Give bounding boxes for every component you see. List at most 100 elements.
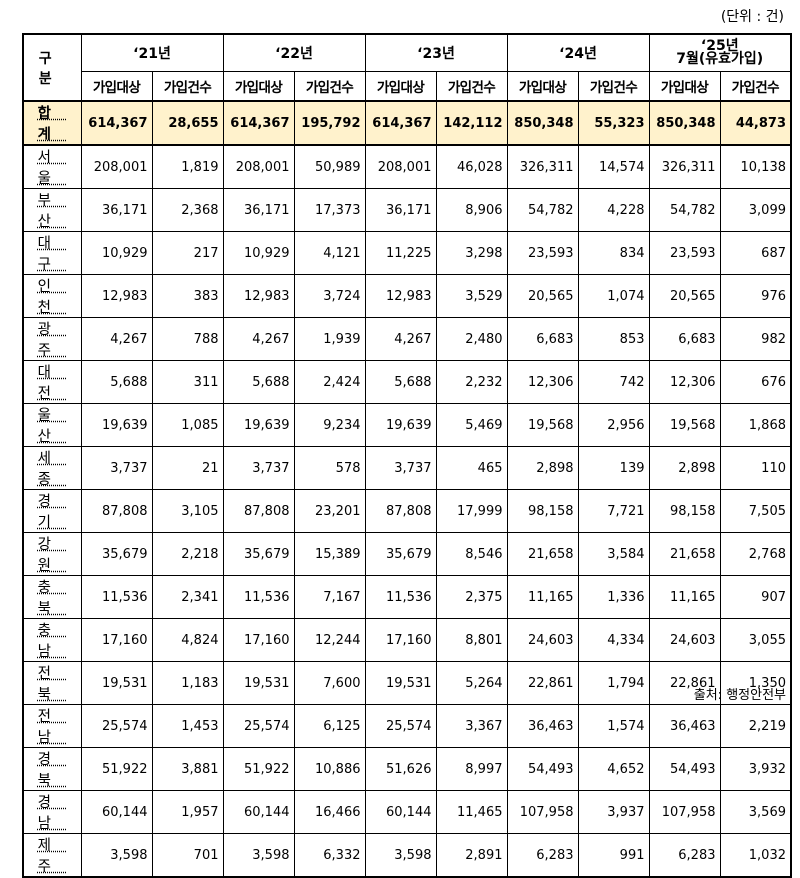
target-cell: 6,683 bbox=[648, 317, 721, 361]
count-cell: 1,085 bbox=[151, 403, 224, 447]
count-cell: 7,167 bbox=[293, 575, 366, 619]
target-cell: 98,158 bbox=[506, 489, 579, 533]
region-name-cell: 부 산 bbox=[22, 188, 82, 232]
region-name: 울 산 bbox=[37, 408, 67, 445]
count-cell: 2,891 bbox=[435, 833, 508, 878]
region-name-cell: 충 남 bbox=[22, 618, 82, 662]
count-cell: 4,652 bbox=[577, 747, 650, 791]
target-cell: 11,225 bbox=[364, 231, 437, 275]
count-cell: 15,389 bbox=[293, 532, 366, 576]
target-cell: 36,171 bbox=[80, 188, 153, 232]
target-cell: 24,603 bbox=[506, 618, 579, 662]
count-cell: 12,244 bbox=[293, 618, 366, 662]
count-cell: 907 bbox=[719, 575, 792, 619]
count-cell: 4,228 bbox=[577, 188, 650, 232]
target-cell: 23,593 bbox=[506, 231, 579, 275]
year-header-2025-year: ‘25년 bbox=[700, 38, 739, 54]
region-name: 광 주 bbox=[37, 322, 67, 359]
target-cell: 87,808 bbox=[364, 489, 437, 533]
count-cell: 6,332 bbox=[293, 833, 366, 878]
region-name-cell: 대 구 bbox=[22, 231, 82, 275]
target-cell: 19,639 bbox=[364, 403, 437, 447]
region-name: 충 북 bbox=[37, 580, 67, 617]
count-cell: 742 bbox=[577, 360, 650, 404]
region-name-cell: 울 산 bbox=[22, 403, 82, 447]
count-cell: 14,574 bbox=[577, 144, 650, 189]
table-row: 전 북 19,531 1,183 19,531 7,600 19,531 5,264 22,8… bbox=[22, 661, 792, 705]
count-cell: 3,937 bbox=[577, 790, 650, 834]
count-cell: 3,569 bbox=[719, 790, 792, 834]
count-cell: 1,336 bbox=[577, 575, 650, 619]
region-name: 대 구 bbox=[37, 236, 67, 273]
table-row: 세 종 3,737 21 3,737 578 3,737 465 2,898 139 2,898 1… bbox=[22, 446, 792, 490]
target-cell: 21,658 bbox=[648, 532, 721, 576]
count-cell: 3,724 bbox=[293, 274, 366, 318]
target-cell: 19,531 bbox=[222, 661, 295, 705]
table-row: 경 북 51,922 3,881 51,922 10,886 51,626 8,997 54,… bbox=[22, 747, 792, 791]
table-row: 대 전 5,688 311 5,688 2,424 5,688 2,232 12,306 742… bbox=[22, 360, 792, 404]
count-cell: 2,768 bbox=[719, 532, 792, 576]
target-cell: 35,679 bbox=[80, 532, 153, 576]
target-cell: 19,531 bbox=[80, 661, 153, 705]
table-row: 충 남 17,160 4,824 17,160 12,244 17,160 8,801 24,… bbox=[22, 618, 792, 662]
count-cell: 2,375 bbox=[435, 575, 508, 619]
target-cell: 35,679 bbox=[222, 532, 295, 576]
target-cell: 12,983 bbox=[364, 274, 437, 318]
count-cell: 1,939 bbox=[293, 317, 366, 361]
count-cell: 3,881 bbox=[151, 747, 224, 791]
region-name: 세 종 bbox=[37, 451, 67, 488]
year-header-2023: ‘23년 bbox=[364, 33, 508, 72]
count-cell: 2,232 bbox=[435, 360, 508, 404]
region-name-cell: 서 울 bbox=[22, 144, 82, 189]
year-header-2025: ‘25년 7월(유효가입) bbox=[648, 33, 792, 72]
target-cell: 3,598 bbox=[222, 833, 295, 878]
count-cell: 4,334 bbox=[577, 618, 650, 662]
target-cell: 60,144 bbox=[364, 790, 437, 834]
count-cell: 311 bbox=[151, 360, 224, 404]
target-cell: 107,958 bbox=[648, 790, 721, 834]
count-cell: 676 bbox=[719, 360, 792, 404]
table-row: 대 구 10,929 217 10,929 4,121 11,225 3,298 23,593… bbox=[22, 231, 792, 275]
count-cell: 5,264 bbox=[435, 661, 508, 705]
count-cell: 991 bbox=[577, 833, 650, 878]
count-cell: 3,932 bbox=[719, 747, 792, 791]
count-cell: 2,341 bbox=[151, 575, 224, 619]
target-cell: 5,688 bbox=[364, 360, 437, 404]
target-cell: 4,267 bbox=[222, 317, 295, 361]
count-cell: 10,886 bbox=[293, 747, 366, 791]
sub-header-row: 가입대상 가입건수 가입대상 가입건수 가입대상 가입건수 가입대상 가입건수 가입대상 가입건수 bbox=[23, 71, 792, 102]
sub-header-count: 가입건수 bbox=[577, 71, 650, 102]
count-cell: 55,323 bbox=[577, 100, 650, 146]
count-cell: 16,466 bbox=[293, 790, 366, 834]
region-name: 서 울 bbox=[37, 150, 67, 187]
count-cell: 3,055 bbox=[719, 618, 792, 662]
count-cell: 853 bbox=[577, 317, 650, 361]
region-name: 전 남 bbox=[37, 709, 67, 746]
count-cell: 7,721 bbox=[577, 489, 650, 533]
count-cell: 9,234 bbox=[293, 403, 366, 447]
table-row: 인 천 12,983 383 12,983 3,724 12,983 3,529 20,565… bbox=[22, 274, 792, 318]
target-cell: 5,688 bbox=[80, 360, 153, 404]
count-cell: 21 bbox=[151, 446, 224, 490]
target-cell: 850,348 bbox=[648, 100, 721, 146]
target-cell: 11,536 bbox=[222, 575, 295, 619]
region-name-cell: 합 계 bbox=[22, 100, 82, 146]
target-cell: 2,898 bbox=[648, 446, 721, 490]
count-cell: 3,298 bbox=[435, 231, 508, 275]
target-cell: 12,983 bbox=[222, 274, 295, 318]
target-cell: 208,001 bbox=[222, 144, 295, 189]
region-name-cell: 경 기 bbox=[22, 489, 82, 533]
count-cell: 1,957 bbox=[151, 790, 224, 834]
sub-header-count: 가입건수 bbox=[293, 71, 366, 102]
target-cell: 10,929 bbox=[80, 231, 153, 275]
region-name-cell: 제 주 bbox=[22, 833, 82, 878]
source-note: 출처: 행정안전부 bbox=[693, 688, 786, 703]
count-cell: 2,956 bbox=[577, 403, 650, 447]
target-cell: 6,283 bbox=[648, 833, 721, 878]
target-cell: 20,565 bbox=[506, 274, 579, 318]
sub-header-target: 가입대상 bbox=[506, 71, 579, 102]
target-cell: 208,001 bbox=[364, 144, 437, 189]
target-cell: 3,737 bbox=[364, 446, 437, 490]
target-cell: 107,958 bbox=[506, 790, 579, 834]
target-cell: 51,922 bbox=[222, 747, 295, 791]
